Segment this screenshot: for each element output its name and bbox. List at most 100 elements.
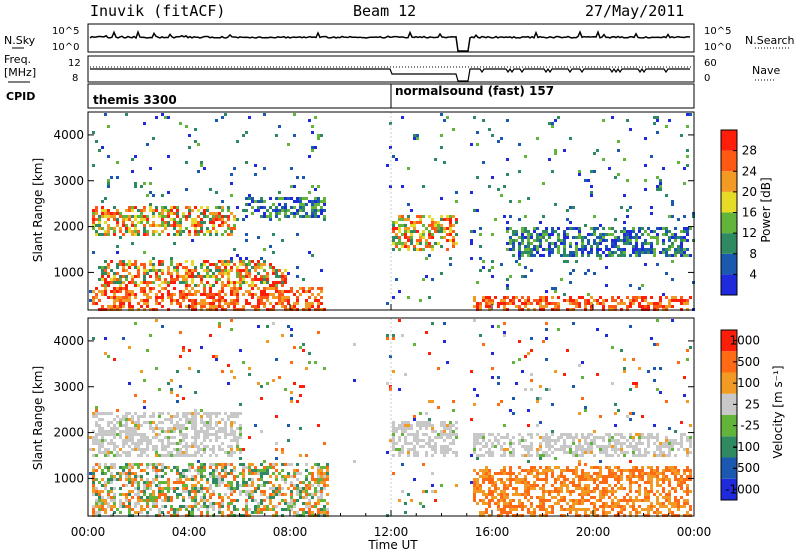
velocity-cell bbox=[185, 490, 188, 493]
velocity-cell bbox=[641, 499, 644, 502]
velocity-cell bbox=[254, 508, 257, 511]
velocity-cell bbox=[158, 475, 161, 478]
power-cell bbox=[107, 227, 110, 230]
velocity-cell bbox=[674, 502, 677, 505]
power-cell bbox=[143, 275, 146, 278]
velocity-cell bbox=[605, 433, 608, 436]
velocity-cell bbox=[209, 427, 212, 430]
power-cell bbox=[551, 122, 554, 125]
velocity-cell bbox=[509, 439, 512, 442]
velocity-cell bbox=[593, 487, 596, 490]
velocity-cell bbox=[581, 448, 584, 451]
power-cell bbox=[197, 275, 200, 278]
power-colorbar-swatch bbox=[721, 171, 737, 192]
velocity-cell bbox=[122, 472, 125, 475]
velocity-cell bbox=[602, 496, 605, 499]
velocity-cell bbox=[296, 472, 299, 475]
velocity-cell bbox=[509, 442, 512, 445]
velocity-cell bbox=[422, 439, 425, 442]
velocity-cell bbox=[494, 496, 497, 499]
velocity-cell bbox=[497, 325, 500, 328]
power-cell bbox=[170, 272, 173, 275]
velocity-cell bbox=[434, 436, 437, 439]
power-cell bbox=[161, 293, 164, 296]
velocity-cell bbox=[113, 505, 116, 508]
power-cell bbox=[110, 290, 113, 293]
velocity-cell bbox=[206, 430, 209, 433]
power-cell bbox=[509, 215, 512, 218]
power-cell bbox=[635, 299, 638, 302]
power-cell bbox=[92, 164, 95, 167]
velocity-cell bbox=[221, 370, 224, 373]
power-cell bbox=[644, 296, 647, 299]
power-cell bbox=[257, 263, 260, 266]
velocity-cell bbox=[194, 439, 197, 442]
velocity-cell bbox=[239, 493, 242, 496]
power-cell bbox=[185, 305, 188, 308]
velocity-cell bbox=[140, 424, 143, 427]
velocity-cell bbox=[494, 472, 497, 475]
velocity-cell bbox=[524, 469, 527, 472]
power-cell bbox=[251, 278, 254, 281]
power-cell bbox=[140, 218, 143, 221]
power-cell bbox=[593, 242, 596, 245]
power-cell bbox=[506, 158, 509, 161]
power-cell bbox=[584, 179, 587, 182]
velocity-cell bbox=[581, 508, 584, 511]
velocity-cell bbox=[152, 478, 155, 481]
power-cell bbox=[284, 296, 287, 299]
power-cell bbox=[452, 245, 455, 248]
power-cell bbox=[254, 173, 257, 176]
velocity-cell bbox=[173, 427, 176, 430]
velocity-cell bbox=[392, 334, 395, 337]
velocity-cell bbox=[215, 424, 218, 427]
velocity-cell bbox=[320, 496, 323, 499]
velocity-cell bbox=[488, 490, 491, 493]
velocity-cell bbox=[611, 445, 614, 448]
velocity-cell bbox=[218, 322, 221, 325]
velocity-cell bbox=[629, 388, 632, 391]
power-cell bbox=[536, 245, 539, 248]
power-cell bbox=[272, 209, 275, 212]
velocity-cell bbox=[260, 385, 263, 388]
power-cell bbox=[239, 278, 242, 281]
power-cell bbox=[407, 230, 410, 233]
velocity-cell bbox=[560, 505, 563, 508]
power-cell bbox=[296, 197, 299, 200]
power-cell bbox=[497, 305, 500, 308]
velocity-cell bbox=[149, 508, 152, 511]
power-cell bbox=[302, 197, 305, 200]
velocity-cell bbox=[218, 472, 221, 475]
power-cell bbox=[305, 302, 308, 305]
velocity-cell bbox=[638, 478, 641, 481]
power-cell bbox=[530, 251, 533, 254]
power-cell bbox=[626, 215, 629, 218]
power-cell bbox=[230, 281, 233, 284]
velocity-cell bbox=[605, 490, 608, 493]
power-cell bbox=[545, 305, 548, 308]
velocity-cell bbox=[182, 439, 185, 442]
velocity-cell bbox=[158, 487, 161, 490]
power-cell bbox=[161, 212, 164, 215]
velocity-cell bbox=[605, 475, 608, 478]
power-cell bbox=[674, 299, 677, 302]
velocity-cell bbox=[395, 448, 398, 451]
velocity-cell bbox=[137, 481, 140, 484]
power-cell bbox=[263, 206, 266, 209]
power-cell bbox=[551, 287, 554, 290]
velocity-cell bbox=[236, 475, 239, 478]
velocity-cell bbox=[566, 487, 569, 490]
velocity-cell bbox=[620, 478, 623, 481]
velocity-cell bbox=[200, 430, 203, 433]
velocity-cell bbox=[101, 508, 104, 511]
velocity-cell bbox=[530, 373, 533, 376]
velocity-cell bbox=[614, 424, 617, 427]
velocity-cell bbox=[326, 469, 329, 472]
velocity-cell bbox=[626, 478, 629, 481]
velocity-cell bbox=[584, 493, 587, 496]
velocity-cell bbox=[125, 484, 128, 487]
power-cell bbox=[233, 215, 236, 218]
power-cell bbox=[656, 176, 659, 179]
velocity-cell bbox=[317, 511, 320, 514]
velocity-cell bbox=[209, 415, 212, 418]
